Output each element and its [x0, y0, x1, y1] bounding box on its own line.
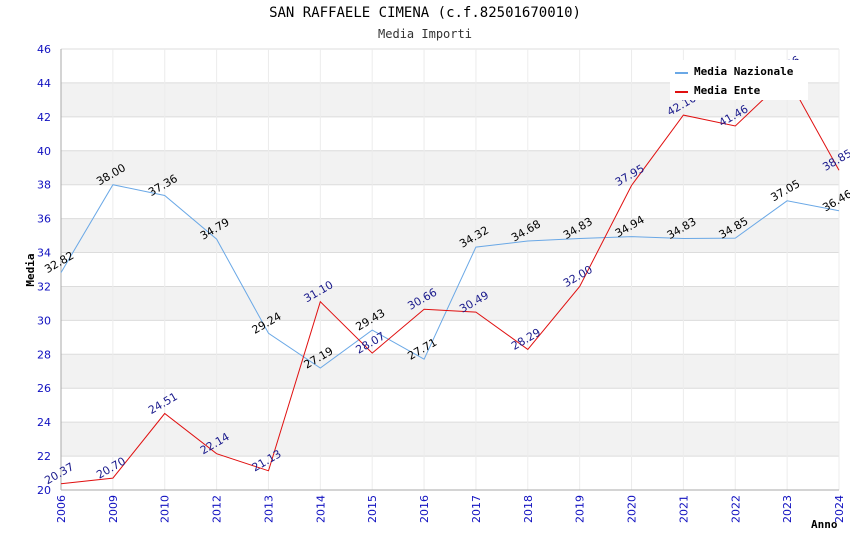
- x-axis-ticks: 2006 2009 2010 2012 2013 2014 2015 2016 2017 2018…: [55, 495, 846, 523]
- x-tick-label: 2024: [833, 495, 846, 523]
- x-tick-label: 2014: [314, 495, 327, 523]
- x-tick-label: 2009: [107, 495, 120, 523]
- y-tick-label: 44: [37, 77, 51, 90]
- y-tick-label: 36: [37, 213, 51, 226]
- legend-box: [670, 60, 808, 100]
- x-tick-label: 2019: [574, 495, 587, 523]
- data-label: 32.00: [561, 263, 595, 290]
- x-tick-label: 2023: [781, 495, 794, 523]
- legend: Media Nazionale Media Ente: [670, 60, 808, 100]
- chart-subtitle: Media Importi: [378, 27, 472, 41]
- x-tick-label: 2020: [626, 495, 639, 523]
- grid-band: [61, 150, 839, 185]
- y-tick-label: 28: [37, 348, 51, 361]
- grid-band: [61, 354, 839, 389]
- x-tick-label: 2010: [159, 495, 172, 523]
- x-tick-label: 2012: [211, 495, 224, 523]
- y-axis-label: Media: [24, 253, 37, 286]
- data-label: 20.70: [94, 455, 128, 482]
- y-tick-label: 20: [37, 484, 51, 497]
- y-tick-label: 34: [37, 247, 51, 260]
- axes: [60, 49, 839, 491]
- y-tick-label: 38: [37, 179, 51, 192]
- x-tick-label: 2018: [522, 495, 535, 523]
- y-tick-label: 32: [37, 280, 51, 293]
- data-label: 28.07: [354, 330, 388, 357]
- legend-label-media-ente: Media Ente: [694, 84, 761, 97]
- legend-label-media-nazionale: Media Nazionale: [694, 65, 794, 78]
- y-tick-label: 30: [37, 314, 51, 327]
- y-axis-ticks: 20 22 24 26 28 30 32 34 36 38 40 42 44 46: [37, 43, 51, 497]
- x-axis-label: Anno: [811, 518, 838, 531]
- grid-band: [61, 218, 839, 253]
- x-tick-label: 2016: [418, 495, 431, 523]
- x-tick-label: 2017: [470, 495, 483, 523]
- y-tick-label: 40: [37, 145, 51, 158]
- data-label: 24.51: [146, 390, 180, 417]
- y-tick-label: 24: [37, 416, 51, 429]
- x-tick-label: 2021: [677, 495, 690, 523]
- x-tick-label: 2022: [729, 495, 742, 523]
- data-label: 20.37: [42, 460, 76, 487]
- x-tick-label: 2013: [262, 495, 275, 523]
- series-line-media-ente: [60, 75, 840, 485]
- series-lines: [60, 75, 840, 485]
- grid-band: [61, 422, 839, 457]
- x-tick-label: 2006: [55, 495, 68, 523]
- y-tick-label: 26: [37, 382, 51, 395]
- series-line-media-nazionale: [60, 184, 840, 369]
- x-tick-label: 2015: [366, 495, 379, 523]
- y-tick-label: 42: [37, 111, 51, 124]
- data-label: 28.29: [509, 326, 543, 353]
- grid-bands: [61, 82, 839, 457]
- y-tick-label: 22: [37, 450, 51, 463]
- chart-title: SAN RAFFAELE CIMENA (c.f.82501670010): [269, 5, 581, 21]
- y-tick-label: 46: [37, 43, 51, 56]
